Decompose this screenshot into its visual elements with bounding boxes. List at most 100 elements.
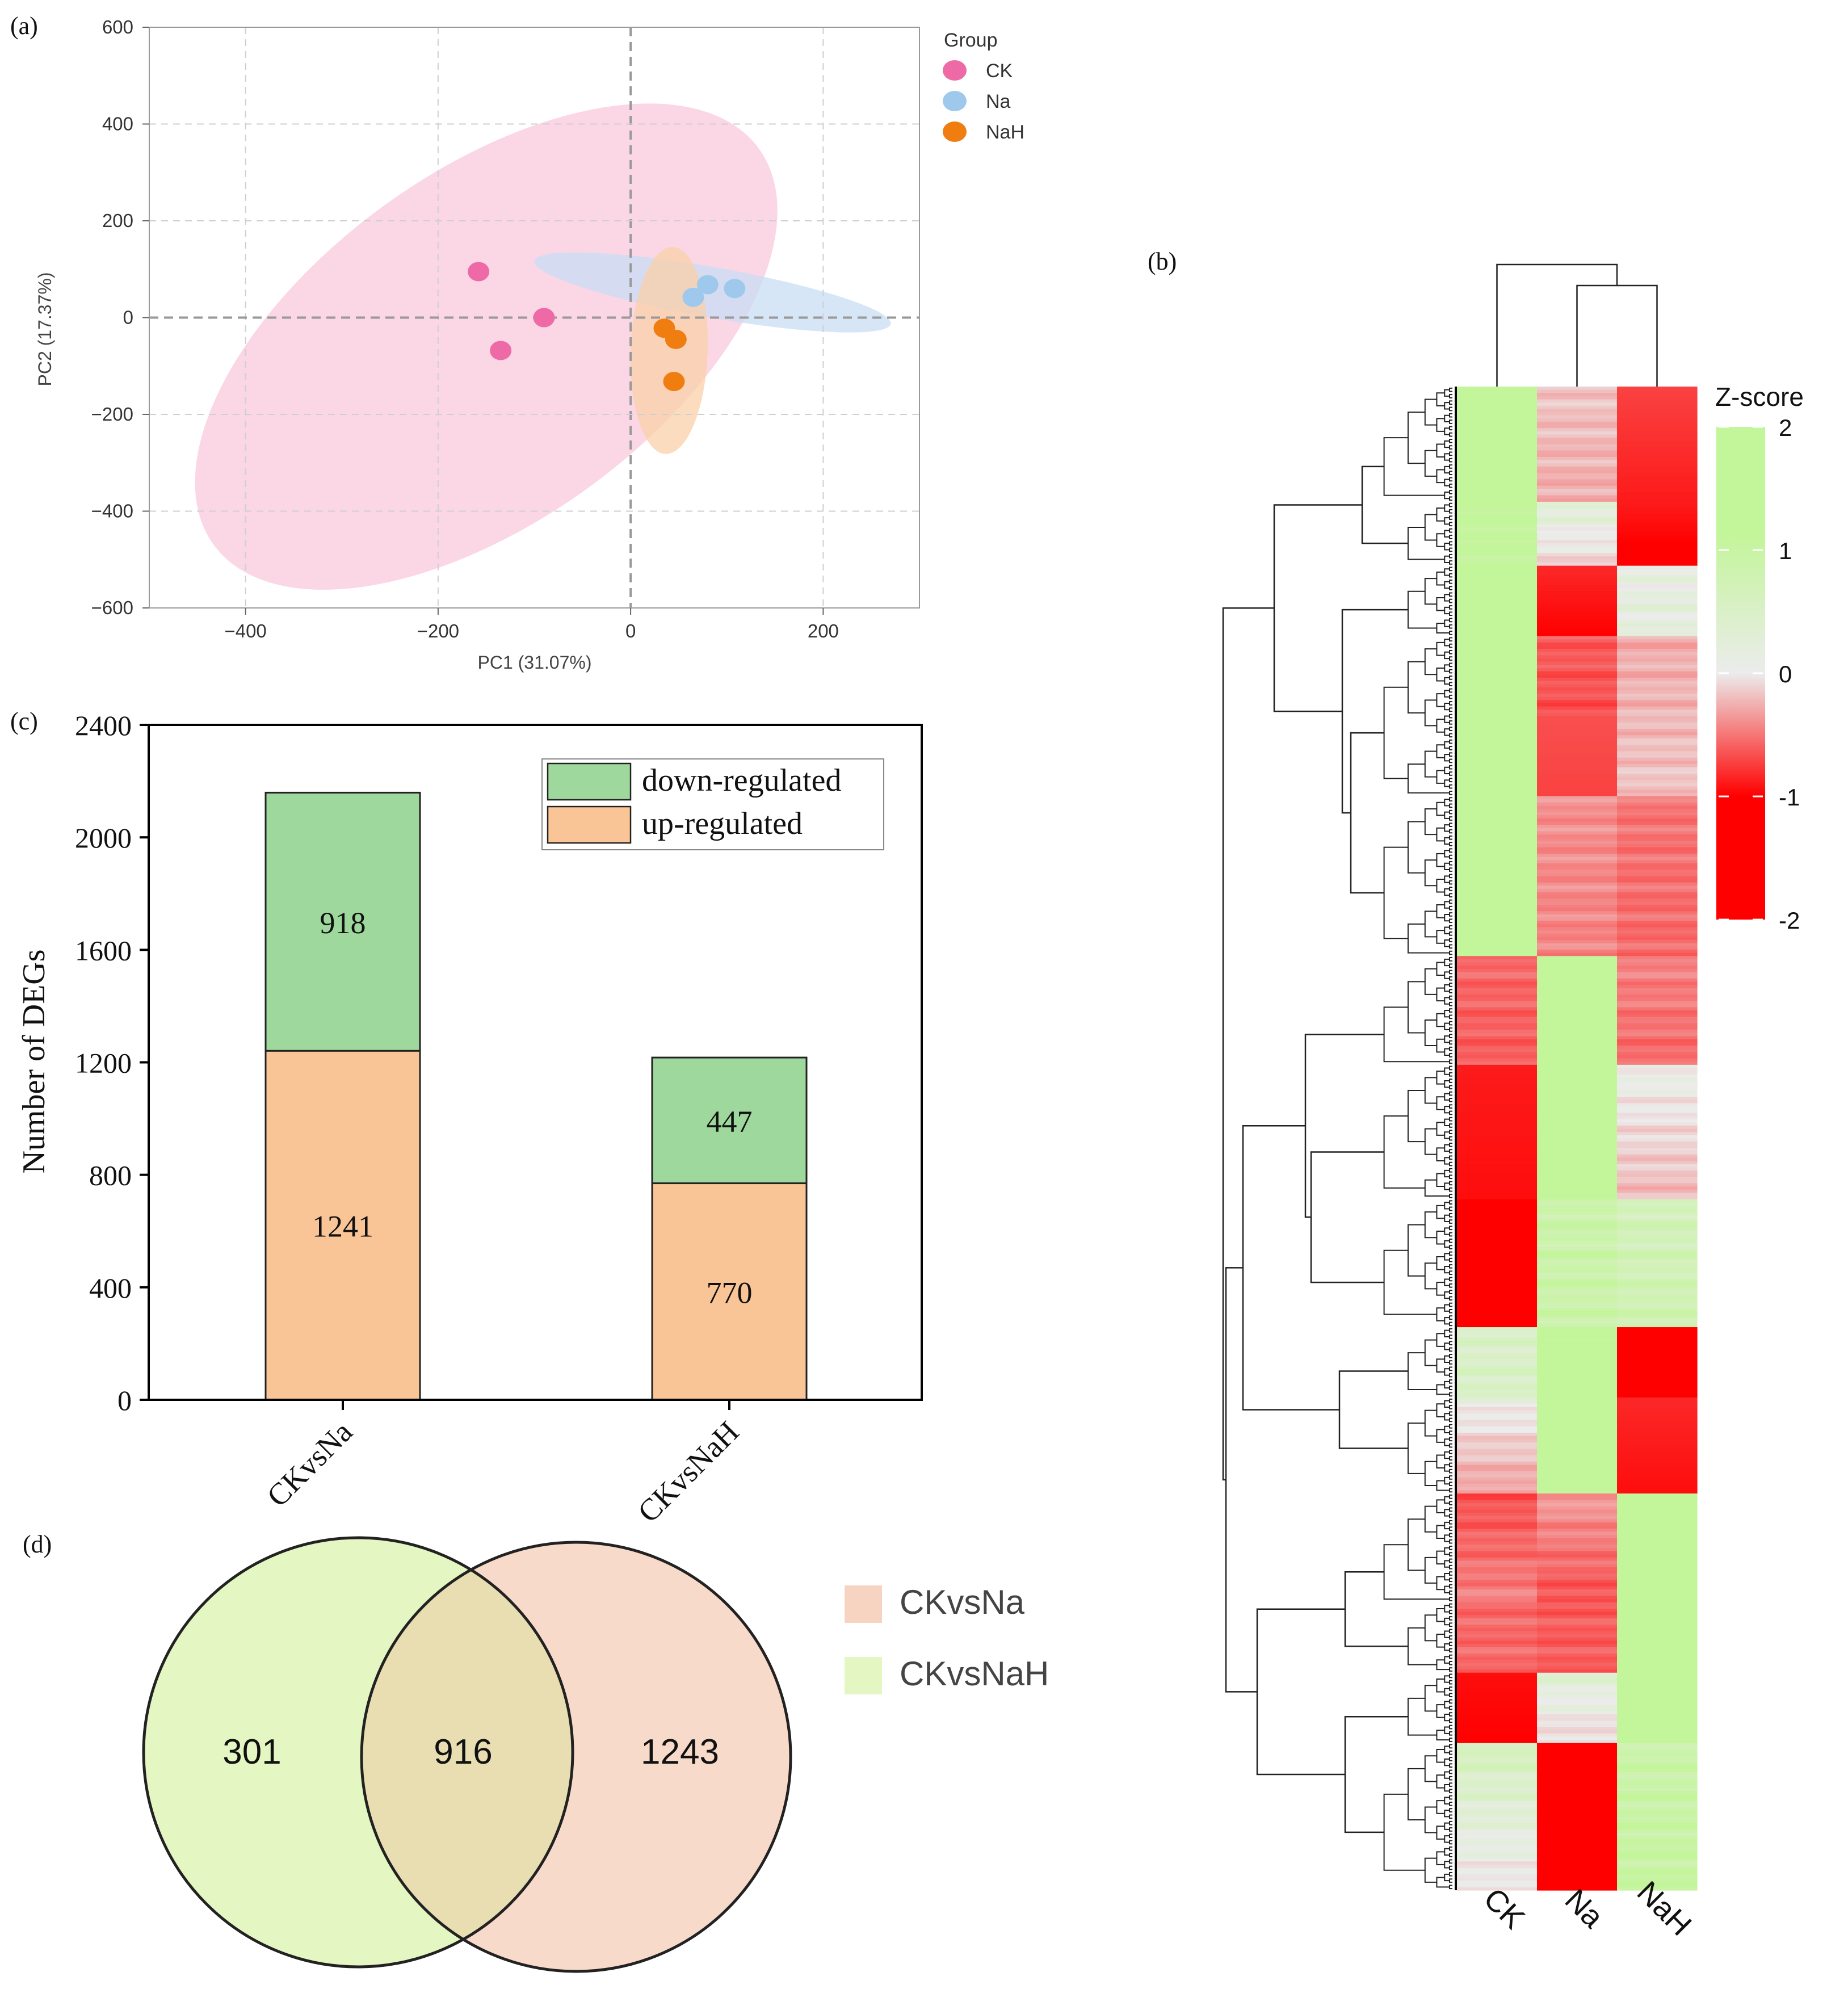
heat-cell-ck: [1457, 1304, 1538, 1308]
heat-cell-nah: [1617, 1205, 1698, 1210]
heat-cell-na: [1537, 1068, 1618, 1072]
heat-cell-ck: [1457, 1516, 1538, 1520]
heat-cell-na: [1537, 1531, 1618, 1535]
row-dendrogram-branch: [1449, 426, 1452, 431]
heat-cell-ck: [1457, 828, 1538, 832]
heat-cell-nah: [1617, 1503, 1698, 1507]
heat-cell-na: [1537, 1653, 1618, 1658]
heat-cell-ck: [1457, 1282, 1538, 1286]
heat-cell-na: [1537, 1887, 1618, 1891]
heat-cell-na: [1537, 1195, 1618, 1200]
heat-cell-nah: [1617, 495, 1698, 499]
heat-cell-ck: [1457, 712, 1538, 717]
row-dendrogram-branch: [1424, 1262, 1437, 1290]
heat-cell-na: [1537, 581, 1618, 586]
heat-cell-ck: [1457, 754, 1538, 758]
heat-cell-ck: [1457, 901, 1538, 905]
heat-cell-ck: [1457, 1017, 1538, 1021]
row-dendrogram-branch: [1449, 1411, 1452, 1416]
heat-cell-ck: [1457, 473, 1538, 477]
heat-cell-nah: [1617, 456, 1698, 461]
heat-cell-nah: [1617, 1122, 1698, 1126]
heat-cell-ck: [1457, 1605, 1538, 1609]
heat-cell-na: [1537, 482, 1618, 486]
heat-cell-ck: [1457, 1122, 1538, 1126]
row-dendrogram-branch: [1449, 1885, 1452, 1890]
heat-cell-ck: [1457, 1759, 1538, 1763]
heat-cell-ck: [1457, 1311, 1538, 1315]
heat-cell-ck: [1457, 553, 1538, 557]
heat-cell-ck: [1457, 1644, 1538, 1648]
row-dendrogram-branch: [1449, 1526, 1452, 1531]
heat-cell-ck: [1457, 1346, 1538, 1350]
heat-cell-nah: [1617, 661, 1698, 665]
heat-cell-na: [1537, 994, 1618, 998]
row-dendrogram-branch: [1449, 458, 1452, 463]
heat-cell-nah: [1617, 1749, 1698, 1753]
heat-cell-na: [1537, 671, 1618, 675]
heat-cell-ck: [1457, 1461, 1538, 1465]
row-dendrogram-branch: [1449, 413, 1452, 418]
row-dendrogram-branch: [1341, 609, 1408, 814]
heat-cell-na: [1537, 1842, 1618, 1846]
heat-cell-ck: [1457, 687, 1538, 691]
heat-cell-ck: [1457, 1189, 1538, 1193]
row-dendrogram-branch: [1449, 547, 1452, 552]
heat-cell-nah: [1617, 1564, 1698, 1568]
row-dendrogram-branch: [1444, 1304, 1450, 1312]
heat-cell-ck: [1457, 1609, 1538, 1613]
heat-cell-ck: [1457, 966, 1538, 970]
row-dendrogram-branch: [1436, 1679, 1445, 1693]
y-tick-label: 200: [102, 210, 133, 231]
row-dendrogram-branch: [1449, 1802, 1452, 1806]
heat-cell-nah: [1617, 1346, 1698, 1350]
heat-cell-na: [1537, 1868, 1618, 1871]
row-dendrogram-branch: [1407, 1422, 1425, 1474]
heat-cell-na: [1537, 1269, 1618, 1273]
row-dendrogram-branch: [1407, 1627, 1437, 1665]
heat-cell-ck: [1457, 1797, 1538, 1801]
heat-cell-ck: [1457, 428, 1538, 432]
row-dendrogram-branch: [1444, 1585, 1450, 1593]
row-dendrogram-branch: [1449, 1219, 1452, 1224]
heat-cell-na: [1537, 1436, 1618, 1440]
heat-cell-na: [1537, 1538, 1618, 1542]
heat-cell-nah: [1617, 943, 1698, 947]
heat-cell-na: [1537, 1247, 1618, 1251]
heat-cell-nah: [1617, 997, 1698, 1001]
heat-cell-na: [1537, 1845, 1618, 1849]
row-dendrogram-branch: [1436, 719, 1445, 733]
row-dendrogram-branch: [1444, 465, 1450, 474]
heat-cell-ck: [1457, 841, 1538, 845]
heat-cell-ck: [1457, 738, 1538, 742]
heat-cell-nah: [1617, 882, 1698, 886]
row-dendrogram-branch: [1449, 598, 1452, 603]
heat-cell-na: [1537, 863, 1618, 867]
row-dendrogram-branch: [1449, 944, 1452, 949]
heat-cell-nah: [1617, 1759, 1698, 1763]
heat-cell-ck: [1457, 454, 1538, 458]
row-dendrogram-branch: [1436, 1877, 1450, 1888]
heat-cell-na: [1537, 1743, 1618, 1747]
heat-cell-ck: [1457, 1621, 1538, 1625]
row-dendrogram-branch: [1449, 631, 1452, 635]
row-dendrogram-branch: [1444, 504, 1450, 512]
heat-cell-ck: [1457, 1449, 1538, 1453]
row-dendrogram-branch: [1449, 1577, 1452, 1583]
row-dendrogram-branch: [1444, 606, 1450, 615]
heat-cell-na: [1537, 1193, 1618, 1197]
heat-cell-ck: [1457, 1240, 1538, 1245]
heat-cell-na: [1537, 1775, 1618, 1779]
heat-cell-ck: [1457, 485, 1538, 489]
heat-cell-ck: [1457, 1100, 1538, 1104]
heat-cell-na: [1537, 1679, 1618, 1683]
heat-cell-na: [1537, 1253, 1618, 1257]
heat-cell-ck: [1457, 1816, 1538, 1820]
heat-cell-nah: [1617, 1222, 1698, 1226]
row-dendrogram-branch: [1449, 1443, 1452, 1448]
heat-cell-ck: [1457, 1583, 1538, 1587]
heat-cell-ck: [1457, 981, 1538, 985]
row-dendrogram-branch: [1449, 611, 1452, 616]
heat-cell-na: [1537, 1177, 1618, 1181]
heat-cell-ck: [1457, 1103, 1538, 1107]
